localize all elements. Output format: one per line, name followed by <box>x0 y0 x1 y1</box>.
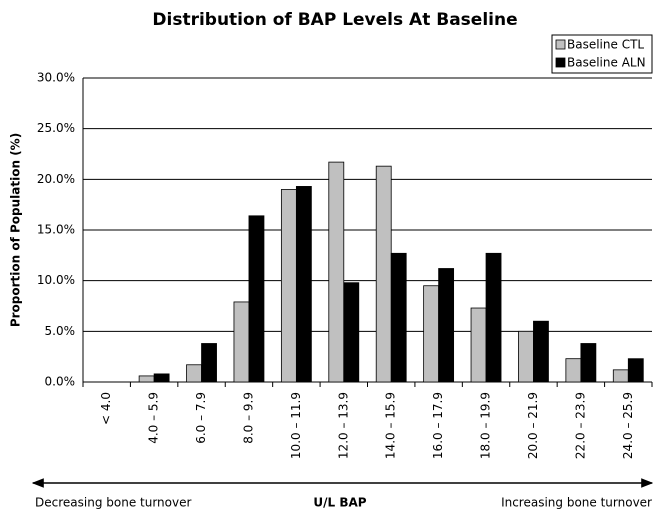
bar <box>153 373 170 383</box>
x-tick-label: < 4.0 <box>99 392 113 425</box>
y-tick-label: 25.0% <box>37 121 75 135</box>
bar <box>280 189 297 383</box>
annotation: Decreasing bone turnover <box>35 496 191 510</box>
y-tick-label: 30.0% <box>37 71 75 85</box>
legend-swatch <box>555 57 566 68</box>
chart-title: Distribution of BAP Levels At Baseline <box>152 10 517 30</box>
bar <box>201 343 217 383</box>
bar <box>470 307 487 383</box>
y-axis-label: Proportion of Population (%) <box>9 133 23 327</box>
bar <box>423 285 440 383</box>
x-tick-label: 10.0 – 11.9 <box>289 392 303 459</box>
x-tick-label: 20.0 – 21.9 <box>526 392 540 459</box>
bar <box>518 330 534 383</box>
x-tick-label: 8.0 – 9.9 <box>241 392 255 444</box>
annotation: Increasing bone turnover <box>501 496 652 510</box>
bar <box>248 215 265 383</box>
bar <box>485 252 502 383</box>
bar <box>627 358 644 383</box>
x-tick-label: 14.0 – 15.9 <box>384 392 398 459</box>
x-tick-label: 4.0 – 5.9 <box>147 392 161 444</box>
y-tick-label: 15.0% <box>37 223 75 237</box>
x-tick-label: 16.0 – 17.9 <box>431 392 445 459</box>
y-tick-label: 0.0% <box>45 375 76 389</box>
bar <box>438 268 455 383</box>
x-tick-label: 6.0 – 7.9 <box>194 392 208 444</box>
legend-label: Baseline ALN <box>567 56 646 70</box>
legend-swatch <box>555 39 566 50</box>
y-tick-label: 20.0% <box>37 172 75 186</box>
bar <box>375 165 392 383</box>
bar <box>343 282 360 383</box>
bar <box>138 375 155 383</box>
bar <box>533 320 549 383</box>
x-tick-label: 18.0 – 19.9 <box>479 392 493 459</box>
legend-box <box>551 34 653 74</box>
bar <box>186 364 202 383</box>
bar <box>390 252 407 383</box>
bar <box>565 358 582 383</box>
legend-label: Baseline CTL <box>567 38 644 52</box>
x-tick-label: 22.0 – 23.9 <box>573 392 587 459</box>
bar <box>328 161 345 383</box>
bar <box>580 343 597 383</box>
y-tick-label: 5.0% <box>45 324 76 338</box>
y-tick-label: 10.0% <box>37 273 75 287</box>
bar <box>295 186 312 383</box>
x-tick-label: 24.0 – 25.9 <box>621 392 635 459</box>
x-axis-label: U/L BAP <box>313 496 366 510</box>
x-tick-label: 12.0 – 13.9 <box>336 392 350 459</box>
bar <box>233 301 250 383</box>
bar <box>612 369 629 383</box>
